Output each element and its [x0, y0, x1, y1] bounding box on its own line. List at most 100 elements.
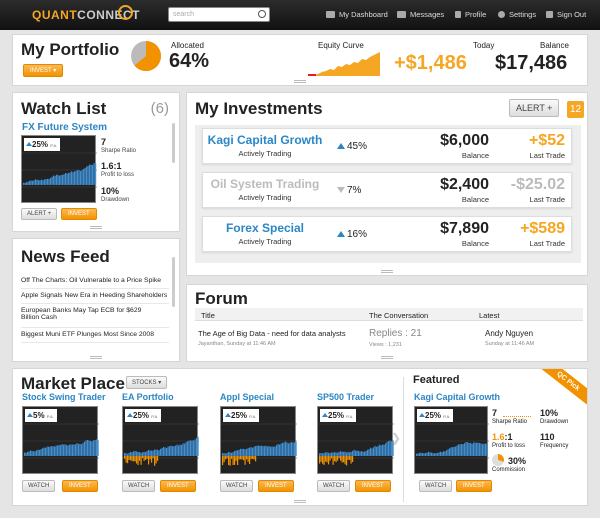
chart-bar: [72, 444, 74, 456]
chart-drawdown-bar: [335, 456, 337, 463]
featured-watch-button[interactable]: WATCH: [419, 480, 453, 492]
chart-bar: [377, 445, 379, 456]
nav-dashboard[interactable]: My Dashboard: [326, 10, 388, 19]
chart-bar: [151, 450, 153, 456]
watchlist-pct-badge: 25% P.A.: [24, 138, 61, 151]
chart-bar: [485, 443, 487, 456]
investment-row[interactable]: Oil System Trading Actively Trading 7% $…: [202, 172, 572, 208]
chart-bar: [232, 452, 234, 456]
marketplace-resize-handle[interactable]: [294, 500, 306, 503]
chart-bar: [170, 445, 172, 456]
market-card-title[interactable]: Appl Special: [220, 392, 275, 402]
chart-bar: [256, 445, 258, 456]
chart-drawdown-bar: [125, 456, 127, 463]
featured-title: Featured: [413, 374, 460, 386]
market-watch-button[interactable]: WATCH: [122, 480, 156, 492]
market-watch-button[interactable]: WATCH: [220, 480, 254, 492]
chevron-right-icon[interactable]: ❯: [391, 431, 402, 445]
dashboard-icon: [326, 11, 335, 18]
chart-bar: [36, 179, 38, 185]
watchlist-item-title[interactable]: FX Future System: [22, 122, 108, 133]
market-card-pct: 5% P.A.: [25, 409, 57, 422]
chart-bar: [46, 446, 48, 456]
forum-latest-user[interactable]: Andy Nguyen: [485, 329, 534, 338]
investments-alert-button[interactable]: ALERT +: [509, 99, 560, 117]
investment-name[interactable]: Kagi Capital Growth: [207, 133, 323, 147]
chart-bar: [441, 452, 443, 456]
portfolio-resize-handle[interactable]: [294, 80, 306, 83]
watchlist-resize-handle[interactable]: [90, 226, 102, 229]
stocks-dropdown[interactable]: STOCKS ▾: [126, 376, 168, 389]
chart-bar: [47, 178, 49, 185]
chart-bar: [23, 182, 25, 185]
chart-bar: [57, 175, 59, 185]
forum-thread-title[interactable]: The Age of Big Data - need for data anal…: [198, 329, 346, 338]
featured-name[interactable]: Kagi Capital Growth: [414, 392, 501, 402]
news-item[interactable]: European Banks May Tap ECB for $629 Bill…: [21, 307, 142, 321]
chart-bar: [42, 180, 44, 185]
market-card-title[interactable]: EA Portfolio: [122, 392, 174, 402]
chart-bar: [447, 449, 449, 456]
investment-row[interactable]: Forex Special Actively Trading 16% $7,89…: [202, 216, 572, 252]
newsfeed-resize-handle[interactable]: [90, 356, 102, 359]
forum-col-title: Title: [201, 311, 215, 320]
market-invest-button[interactable]: INVEST: [160, 480, 196, 492]
watchlist-title: Watch List: [21, 99, 107, 118]
forum-col-latest: Latest: [479, 311, 500, 320]
portfolio-invest-button[interactable]: INVEST ▾: [23, 64, 64, 77]
search-input[interactable]: search: [168, 7, 270, 22]
market-invest-button[interactable]: INVEST: [62, 480, 98, 492]
search-icon[interactable]: [258, 10, 266, 18]
chart-bar: [56, 174, 58, 185]
investment-name[interactable]: Oil System Trading: [210, 177, 320, 191]
market-card-title[interactable]: SP500 Trader: [317, 392, 375, 402]
chart-bar: [185, 442, 187, 456]
investment-name[interactable]: Forex Special: [225, 221, 305, 235]
chart-bar: [87, 165, 89, 185]
investment-row[interactable]: Kagi Capital Growth Actively Trading 45%…: [202, 128, 572, 164]
chart-bar: [455, 446, 457, 456]
market-invest-button[interactable]: INVEST: [258, 480, 294, 492]
nav-settings[interactable]: Settings: [498, 10, 536, 19]
investments-alert-badge[interactable]: 12: [567, 101, 584, 118]
chart-bar: [193, 440, 195, 456]
chart-bar: [432, 453, 434, 456]
chart-bar: [434, 453, 436, 456]
market-watch-button[interactable]: WATCH: [22, 480, 56, 492]
chart-bar: [250, 447, 252, 456]
watchlist-alert-button[interactable]: ALERT +: [21, 208, 58, 220]
watchlist-scrollbar[interactable]: [172, 123, 175, 163]
chart-drawdown-bar: [229, 456, 231, 466]
chart-drawdown-bar: [130, 456, 132, 461]
featured-dd-value: 10%: [540, 408, 559, 418]
investment-last-trade: -$25.02: [510, 176, 565, 193]
nav-messages[interactable]: Messages: [397, 10, 444, 19]
market-watch-button[interactable]: WATCH: [317, 480, 351, 492]
nav-signout[interactable]: Sign Out: [546, 10, 586, 19]
news-item[interactable]: Apple Signals New Era in Heeding Shareho…: [21, 292, 168, 299]
nav-profile[interactable]: Profile: [455, 10, 486, 19]
chart-bar: [69, 172, 71, 185]
market-invest-button[interactable]: INVEST: [355, 480, 391, 492]
forum-views: Views : 1,231: [369, 342, 402, 348]
chart-bar: [465, 442, 467, 456]
featured-invest-button[interactable]: INVEST: [456, 480, 492, 492]
chart-bar: [461, 444, 463, 456]
news-item[interactable]: Biggest Muni ETF Plunges Most Since 2008: [21, 331, 154, 338]
chart-bar: [137, 452, 139, 456]
today-value: +$1,486: [394, 52, 467, 74]
chart-drawdown-bar: [228, 456, 230, 465]
chart-bar: [84, 167, 86, 185]
chart-bar: [338, 451, 340, 456]
chart-bar: [125, 453, 127, 456]
forum-resize-handle[interactable]: [381, 356, 393, 359]
news-item[interactable]: Off The Charts: Oil Vulnerable to a Pric…: [21, 277, 162, 284]
market-card-title[interactable]: Stock Swing Trader: [22, 392, 106, 402]
chart-bar: [273, 446, 275, 456]
chart-bar: [361, 451, 363, 456]
chart-bar: [462, 444, 464, 456]
watchlist-invest-button[interactable]: INVEST: [61, 208, 97, 220]
chart-bar: [282, 442, 284, 456]
newsfeed-scrollbar[interactable]: [172, 257, 175, 307]
investments-resize-handle[interactable]: [381, 270, 393, 273]
